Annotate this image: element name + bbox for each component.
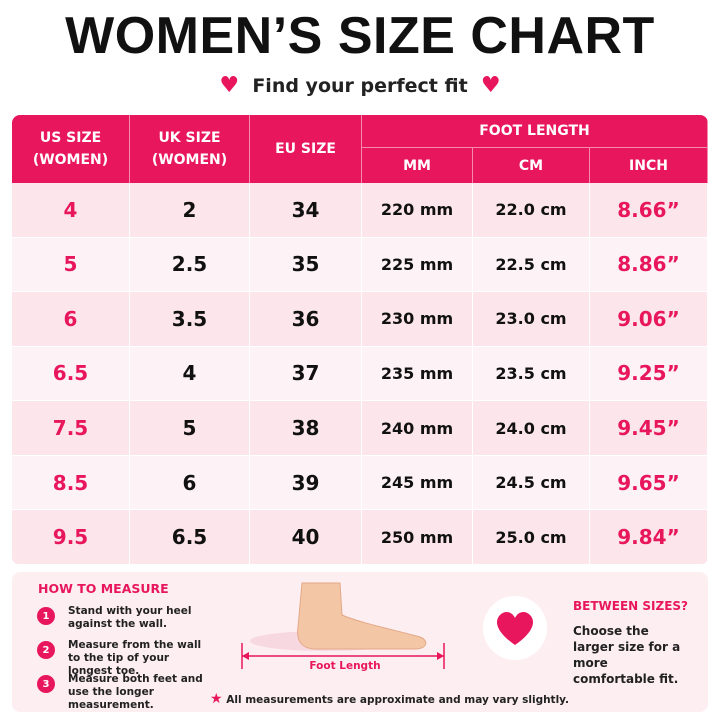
size-table: US SIZE (WOMEN) UK SIZE (WOMEN) EU SIZE FOO… (12, 115, 708, 565)
column-header: UK SIZE (WOMEN) (130, 115, 250, 183)
subtitle: Find your perfect fit (252, 75, 468, 97)
table-cell: 9.84” (590, 510, 708, 565)
column-header-text: EU SIZE (275, 141, 336, 157)
table-cell: 9.65” (590, 455, 708, 511)
sub-header: MM (362, 148, 473, 183)
table-cell: 9.06” (590, 292, 708, 347)
footnote-row: ★ All measurements are approximate and m… (210, 691, 570, 707)
table-cell: 37 (250, 346, 362, 402)
table-cell: 7.5 (12, 401, 130, 456)
illustration-label: Foot Length (290, 660, 400, 672)
table-cell: 230 mm (362, 292, 473, 347)
table-cell: 235 mm (362, 346, 473, 402)
table-cell: 38 (250, 401, 362, 456)
between-title: BETWEEN SIZES? (573, 599, 688, 613)
step-number: 3 (37, 675, 55, 693)
step-text: Stand with your heel against the wall. (68, 605, 192, 630)
table-cell: 245 mm (362, 455, 473, 511)
step-number: 1 (37, 607, 55, 625)
table-cell: 2 (130, 183, 250, 238)
table-cell: 220 mm (362, 183, 473, 238)
table-cell: 6.5 (12, 346, 130, 402)
column-header: US SIZE (WOMEN) (12, 115, 130, 183)
sub-header: INCH (590, 148, 708, 183)
table-cell: 2.5 (130, 237, 250, 293)
table-cell: 5 (130, 401, 250, 456)
table-cell: 6 (130, 455, 250, 511)
group-header: FOOT LENGTH (362, 115, 708, 148)
table-cell: 4 (130, 346, 250, 402)
foot-illustration (241, 582, 445, 669)
table-cell: 24.0 cm (473, 401, 590, 456)
column-header-text: UK SIZE (WOMEN) (151, 130, 228, 168)
heart-badge (483, 596, 547, 660)
table-cell: 9.45” (590, 401, 708, 456)
table-cell: 22.5 cm (473, 237, 590, 293)
table-cell: 23.0 cm (473, 292, 590, 347)
step-text: Measure both feet and use the longer mea… (68, 673, 203, 711)
table-cell: 9.5 (12, 510, 130, 565)
table-cell: 5 (12, 237, 130, 293)
footnote: All measurements are approximate and may… (226, 694, 570, 706)
table-cell: 9.25” (590, 346, 708, 402)
table-cell: 4 (12, 183, 130, 238)
table-cell: 24.5 cm (473, 455, 590, 511)
column-header-text: US SIZE (WOMEN) (32, 130, 109, 168)
column-header: EU SIZE (250, 115, 362, 183)
table-cell: 8.66” (590, 183, 708, 238)
table-cell: 40 (250, 510, 362, 565)
table-cell: 22.0 cm (473, 183, 590, 238)
table-cell: 6 (12, 292, 130, 347)
between-text: Choose the larger size for a more comfor… (573, 624, 681, 686)
table-cell: 8.5 (12, 455, 130, 511)
table-cell: 39 (250, 455, 362, 511)
table-cell: 250 mm (362, 510, 473, 565)
table-cell: 3.5 (130, 292, 250, 347)
table-cell: 23.5 cm (473, 346, 590, 402)
step-number: 2 (37, 641, 55, 659)
table-cell: 225 mm (362, 237, 473, 293)
step-text: Measure from the wall to the tip of your… (68, 639, 202, 677)
table-cell: 25.0 cm (473, 510, 590, 565)
table-cell: 6.5 (130, 510, 250, 565)
sub-header: CM (473, 148, 590, 183)
subtitle-row: ♥ Find your perfect fit ♥ (219, 73, 501, 98)
title: WOMEN’S SIZE CHART (65, 7, 655, 65)
table-cell: 35 (250, 237, 362, 293)
table-cell: 36 (250, 292, 362, 347)
table-cell: 8.86” (590, 237, 708, 293)
table-cell: 240 mm (362, 401, 473, 456)
table-cell: 34 (250, 183, 362, 238)
measure-title: HOW TO MEASURE (38, 581, 169, 596)
